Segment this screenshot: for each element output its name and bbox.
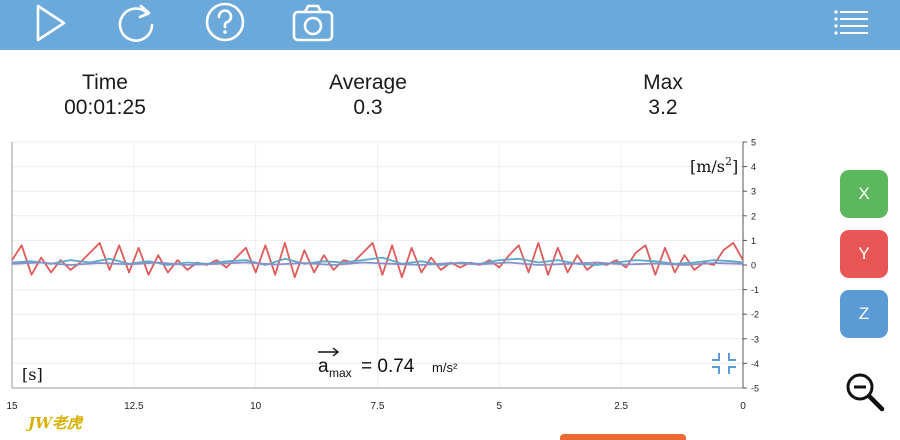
watermark-text: JW老虎: [28, 414, 82, 432]
x-tick-labels: 15 12.5 10 7.5 5 2.5 0: [6, 401, 746, 412]
play-icon[interactable]: [30, 0, 70, 46]
y-unit-label: [m/s2]: [690, 155, 738, 176]
x-unit-label: [s]: [22, 365, 43, 384]
series-line-1: [11, 256, 744, 266]
x-tick-label: 15: [6, 401, 18, 412]
y-tick-label: 2: [751, 211, 756, 221]
y-tick-label: -4: [751, 359, 759, 369]
x-axis-button[interactable]: X: [840, 170, 888, 218]
y-tick-label: 3: [751, 187, 756, 197]
amax-unit: m/s²: [432, 360, 458, 375]
max-label: Max: [643, 71, 683, 94]
camera-icon[interactable]: [290, 0, 336, 46]
time-value: 00:01:25: [64, 96, 146, 119]
average-value: 0.3: [353, 96, 383, 119]
zoom-out-icon[interactable]: [842, 370, 888, 416]
refresh-icon[interactable]: [113, 0, 159, 46]
amax-subscript: max: [329, 366, 352, 380]
x-tick-label: 10: [250, 401, 262, 412]
max-stat: Max 3.2: [563, 70, 763, 120]
x-tick-label: 5: [497, 401, 503, 412]
amax-symbol: a: [318, 356, 329, 377]
series-line-2: [11, 261, 744, 266]
y-tick-label: -5: [751, 384, 759, 394]
top-toolbar: [0, 0, 900, 50]
collapse-icon[interactable]: [712, 353, 736, 374]
x-tick-label: 2.5: [614, 401, 628, 412]
y-tick-label: 0: [751, 261, 756, 271]
y-tick-label: 1: [751, 236, 756, 246]
time-stat: Time 00:01:25: [5, 70, 205, 120]
x-tick-label: 0: [740, 401, 746, 412]
x-tick-label: 12.5: [124, 401, 144, 412]
amax-annotation: a max = 0.74 m/s²: [318, 347, 458, 380]
y-tick-label: -2: [751, 310, 759, 320]
stats-row: Time 00:01:25 Average 0.3 Max 3.2: [0, 70, 900, 130]
time-label: Time: [82, 71, 128, 94]
chart-series: [11, 242, 744, 279]
menu-icon[interactable]: [830, 0, 872, 46]
help-icon[interactable]: [202, 0, 248, 46]
y-tick-label: -3: [751, 334, 759, 344]
y-tick-label: -1: [751, 285, 759, 295]
x-tick-label: 7.5: [371, 401, 385, 412]
y-tick-label: 5: [751, 138, 756, 148]
z-axis-button[interactable]: Z: [840, 290, 888, 338]
bottom-tab-indicator[interactable]: [560, 434, 686, 440]
amax-value: = 0.74: [361, 356, 415, 377]
average-stat: Average 0.3: [268, 70, 468, 120]
y-tick-labels: 5 4 3 2 1 0 -1 -2 -3 -4 -5: [743, 138, 759, 394]
y-axis-button[interactable]: Y: [840, 230, 888, 278]
y-tick-label: 4: [751, 162, 756, 172]
chart-grid: [11, 141, 744, 389]
average-label: Average: [329, 71, 407, 94]
max-value: 3.2: [648, 96, 678, 119]
